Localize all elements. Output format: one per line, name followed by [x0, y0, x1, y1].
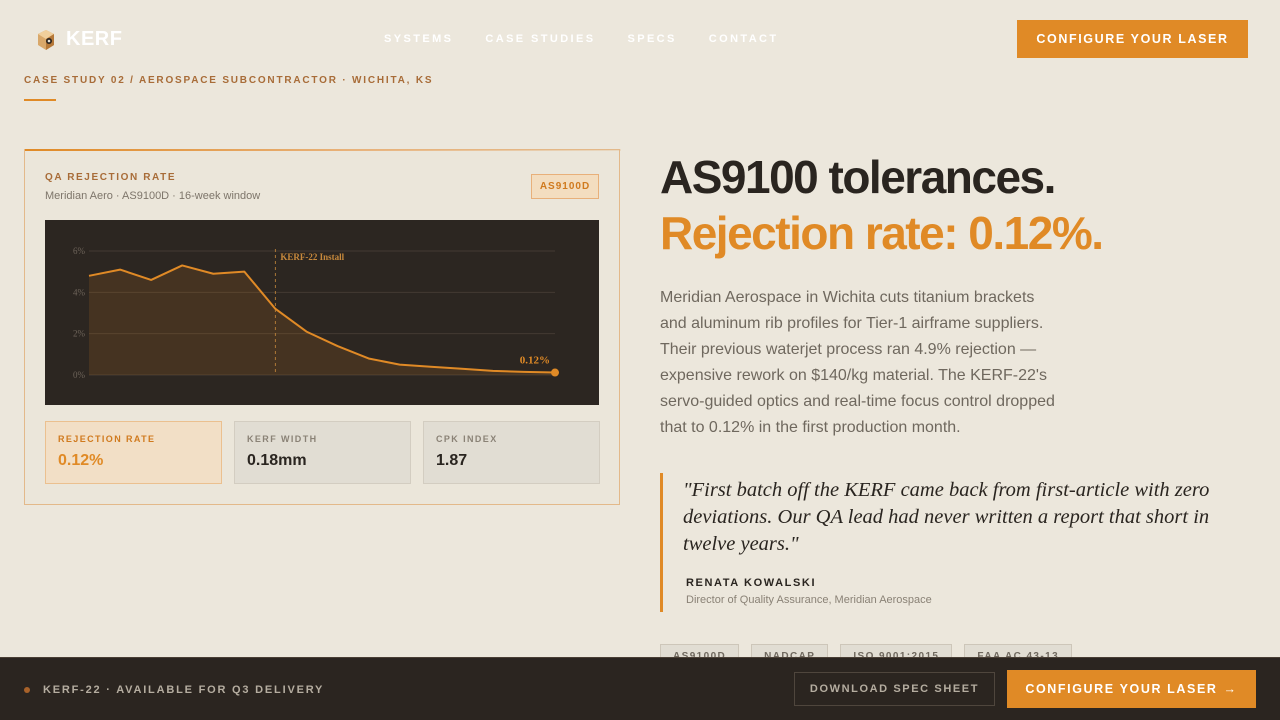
y-tick-label: 4% [73, 287, 86, 297]
quote-author-role: Director of Quality Assurance, Meridian … [686, 594, 932, 606]
breadcrumb-divider [24, 99, 56, 101]
subheadline: Rejection rate: 0.12%. [660, 207, 1104, 259]
rejection-rate-line [88, 264, 556, 374]
rejection-chart: 6% 4% 2% 0% KERF-22 Install 0.12% [45, 220, 599, 405]
y-tick-label: 0% [73, 370, 86, 380]
configure-laser-button[interactable]: CONFIGURE YOUR LASER [1017, 20, 1248, 58]
availability-text: KERF-22 · AVAILABLE FOR Q3 DELIVERY [43, 684, 325, 696]
kerf-logo-icon [38, 29, 54, 50]
area-fill [89, 265, 555, 375]
sticky-bottom-bar: KERF-22 · AVAILABLE FOR Q3 DELIVERY DOWN… [0, 657, 1280, 720]
data-point [551, 368, 559, 377]
end-value-label: 0.12% [520, 355, 550, 367]
headline: AS9100 tolerances. [660, 151, 1056, 203]
card-title: QA REJECTION RATE [45, 172, 177, 183]
install-annotation-label: KERF-22 Install [280, 252, 344, 262]
quote-author-name: RENATA KOWALSKI [686, 577, 817, 589]
download-spec-sheet-button[interactable]: DOWNLOAD SPEC SHEET [794, 672, 995, 706]
brand-name: KERF [66, 28, 123, 50]
metrics-row: REJECTION RATE 0.12% KERF WIDTH 0.18mm C… [45, 421, 600, 484]
configure-button-label: CONFIGURE YOUR LASER [1025, 682, 1218, 696]
main-nav: SYSTEMS CASE STUDIES SPECS CONTACT [384, 33, 779, 45]
arrow-right-icon: → [1223, 682, 1238, 696]
breadcrumb: CASE STUDY 02 / AEROSPACE SUBCONTRACTOR … [24, 75, 434, 86]
standard-badge: AS9100D [531, 174, 599, 199]
metric-value: 0.12% [58, 452, 104, 469]
metric-kerf-width: KERF WIDTH 0.18mm [234, 421, 411, 484]
case-study-body: Meridian Aerospace in Wichita cuts titan… [660, 289, 1055, 436]
nav-item-systems[interactable]: SYSTEMS [384, 33, 454, 45]
card-subtitle: Meridian Aero · AS9100D · 16-week window [45, 190, 261, 202]
metric-label: REJECTION RATE [58, 434, 156, 444]
testimonial-quote: "First batch off the KERF came back from… [660, 473, 1260, 612]
quote-text: "First batch off the KERF came back from… [683, 479, 1210, 555]
y-tick-label: 6% [73, 246, 86, 256]
configure-laser-bottom-button[interactable]: CONFIGURE YOUR LASER → [1007, 670, 1256, 708]
brand-logo[interactable]: KERF [36, 28, 122, 51]
card-accent-line [25, 149, 621, 151]
metric-rejection-rate: REJECTION RATE 0.12% [45, 421, 222, 484]
nav-item-specs[interactable]: SPECS [627, 33, 677, 45]
nav-item-contact[interactable]: CONTACT [708, 33, 779, 45]
metric-label: CPK INDEX [436, 434, 498, 444]
metric-value: 0.18mm [247, 452, 307, 469]
metric-label: KERF WIDTH [247, 434, 318, 444]
metric-cpk-index: CPK INDEX 1.87 [423, 421, 600, 484]
rejection-rate-card: QA REJECTION RATE Meridian Aero · AS9100… [24, 149, 621, 505]
availability-dot-icon [24, 687, 30, 693]
metric-value: 1.87 [436, 452, 468, 469]
site-header: KERF SYSTEMS CASE STUDIES SPECS CONTACT … [0, 0, 1280, 78]
y-tick-label: 2% [73, 329, 86, 339]
rejection-chart-svg: 6% 4% 2% 0% KERF-22 Install 0.12% [73, 246, 559, 380]
nav-item-case-studies[interactable]: CASE STUDIES [485, 33, 596, 45]
